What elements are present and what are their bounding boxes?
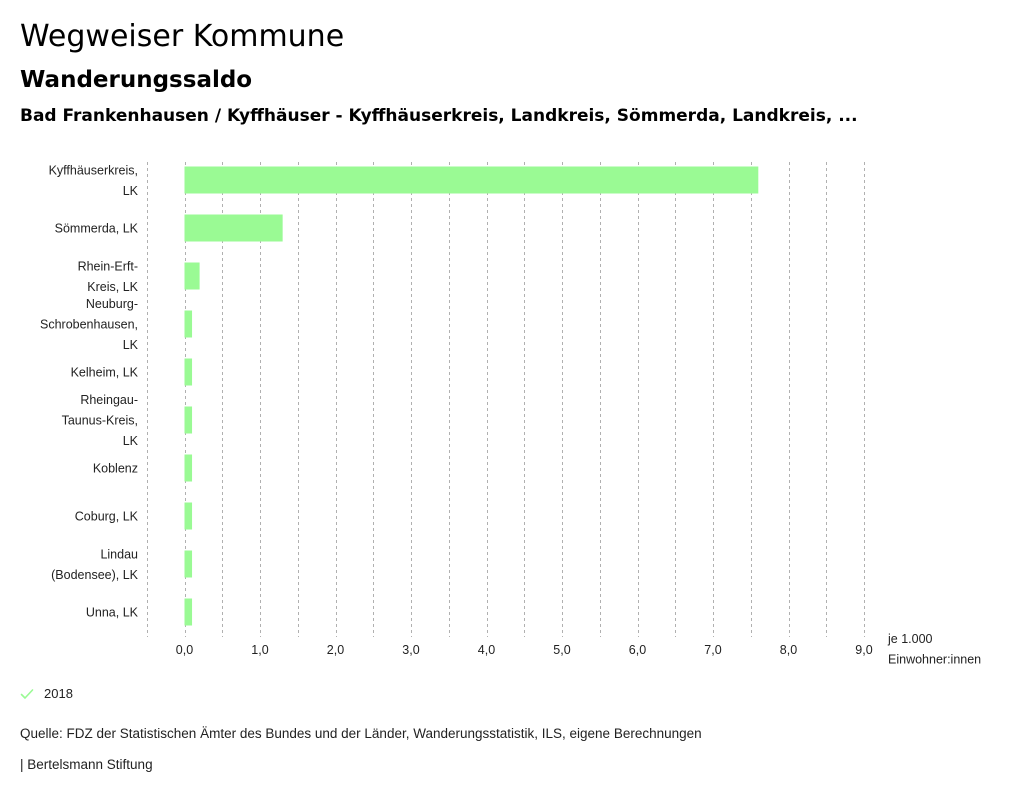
category-label: Schrobenhausen, — [40, 318, 138, 332]
chart-subtitle: Wanderungssaldo — [20, 67, 253, 93]
bar[interactable] — [184, 406, 193, 434]
bar[interactable] — [184, 358, 193, 386]
bar[interactable] — [184, 214, 283, 242]
category-label: (Bodensee), LK — [51, 568, 139, 582]
page-title: Wegweiser Kommune — [20, 19, 345, 54]
category-label: Kelheim, LK — [71, 366, 139, 380]
category-label: Kyffhäuserkreis, — [49, 163, 138, 177]
bar[interactable] — [184, 598, 193, 626]
x-axis-label: Einwohner:innen — [888, 653, 981, 667]
category-label: Unna, LK — [86, 606, 139, 620]
x-tick-label: 1,0 — [251, 643, 268, 657]
category-label: Sömmerda, LK — [55, 222, 139, 236]
category-labels: Kyffhäuserkreis, LK Sömmerda, LK Rhein-Erft… — [40, 163, 139, 619]
bar-chart: Kyffhäuserkreis, LK Sömmerda, LK Rhein-Erft… — [40, 162, 981, 667]
x-tick-label: 9,0 — [855, 643, 872, 657]
category-label: Koblenz — [93, 462, 138, 476]
bar[interactable] — [184, 454, 193, 482]
legend-label: 2018 — [44, 686, 73, 701]
x-axis-unit-label: je 1.000 Einwohner:innen — [887, 632, 981, 667]
x-tick-labels: 0,0 1,0 2,0 3,0 4,0 5,0 6,0 7,0 8,0 9,0 — [176, 643, 873, 657]
bar[interactable] — [184, 262, 200, 290]
category-label: Coburg, LK — [75, 510, 139, 524]
bar[interactable] — [184, 502, 193, 530]
category-label: Kreis, LK — [87, 280, 138, 294]
category-label: LK — [123, 338, 139, 352]
x-tick-label: 4,0 — [478, 643, 495, 657]
category-label: Taunus-Kreis, — [62, 414, 138, 428]
region-label: Bad Frankenhausen / Kyffhäuser - Kyffhäu… — [20, 106, 858, 126]
x-tick-label: 8,0 — [780, 643, 797, 657]
bars — [184, 166, 759, 626]
category-label: LK — [123, 184, 139, 198]
bar[interactable] — [184, 550, 193, 578]
bar[interactable] — [184, 166, 759, 194]
legend-item-2018[interactable]: 2018 — [20, 686, 73, 701]
category-label: LK — [123, 434, 139, 448]
category-label: Lindau — [100, 547, 138, 561]
x-tick-label: 3,0 — [402, 643, 419, 657]
credit-note: | Bertelsmann Stiftung — [20, 757, 153, 772]
source-note: Quelle: FDZ der Statistischen Ämter des … — [20, 726, 702, 741]
category-label: Rheingau- — [80, 393, 138, 407]
x-tick-label: 0,0 — [176, 643, 193, 657]
x-tick-label: 6,0 — [629, 643, 646, 657]
category-label: Neuburg- — [86, 297, 138, 311]
check-icon — [20, 688, 34, 699]
x-tick-label: 7,0 — [704, 643, 721, 657]
x-axis-label: je 1.000 — [887, 632, 933, 646]
x-tick-label: 2,0 — [327, 643, 344, 657]
bar[interactable] — [184, 310, 193, 338]
category-label: Rhein-Erft- — [78, 259, 138, 273]
x-tick-label: 5,0 — [553, 643, 570, 657]
